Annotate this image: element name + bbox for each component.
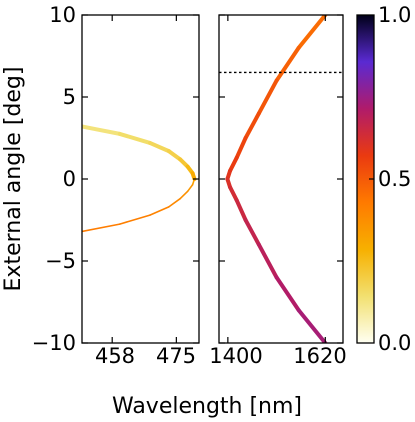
curve-segment xyxy=(243,218,261,247)
curve-segment xyxy=(234,136,248,160)
curve-segment xyxy=(147,140,171,154)
colorbar: 1.0 0.5 0.0 xyxy=(356,3,411,355)
left-plot-frame xyxy=(81,14,200,344)
curve-segment xyxy=(256,242,279,280)
y-tick-label: 0 xyxy=(63,167,76,191)
colorbar-gradient xyxy=(357,15,374,343)
curve-segment xyxy=(274,275,301,313)
curve-segment xyxy=(168,197,181,208)
curve-segment xyxy=(166,149,183,162)
curve-segment xyxy=(82,223,121,233)
y-tick-label: −5 xyxy=(45,249,76,273)
curve-segment xyxy=(274,45,301,83)
x-tick-label: 458 xyxy=(95,344,135,368)
curve-segment xyxy=(256,78,279,116)
right-panel: 1400 1620 xyxy=(209,14,347,368)
curve-segment xyxy=(117,131,152,145)
y-axis-label: External angle [deg] xyxy=(1,67,26,292)
y-tick-label: 5 xyxy=(63,85,76,109)
colorbar-tick-label: 1.0 xyxy=(378,3,411,27)
curve-segment xyxy=(179,190,189,200)
curve-segment xyxy=(243,111,261,140)
left-panel: 458 475 10 5 0 −5 −10 xyxy=(32,3,200,368)
y-tick-label: 10 xyxy=(49,3,76,27)
x-tick-label: 1400 xyxy=(209,344,262,368)
curve-segment xyxy=(82,124,122,136)
curve-segment xyxy=(149,206,170,216)
curve-segment xyxy=(228,185,239,203)
left-curves xyxy=(82,124,197,233)
curve-segment xyxy=(296,308,328,343)
x-tick-label: 475 xyxy=(156,344,196,368)
x-tick-label: 1620 xyxy=(293,344,346,368)
x-axis-label: Wavelength [nm] xyxy=(112,394,302,419)
curve-segment xyxy=(118,214,151,225)
y-tick-label: −10 xyxy=(32,331,76,355)
left-ticks xyxy=(82,14,199,344)
curve-segment xyxy=(234,198,248,222)
curve-segment xyxy=(186,183,194,193)
colorbar-tick-label: 0.5 xyxy=(378,167,411,191)
curve-segment xyxy=(296,15,328,50)
colorbar-tick-label: 0.0 xyxy=(378,331,411,355)
right-ticks xyxy=(219,14,343,344)
curve-segment xyxy=(228,155,239,173)
right-plot-frame xyxy=(218,14,344,344)
curve-segment xyxy=(191,178,196,186)
curve-segment xyxy=(190,171,197,181)
right-curves xyxy=(225,15,328,343)
